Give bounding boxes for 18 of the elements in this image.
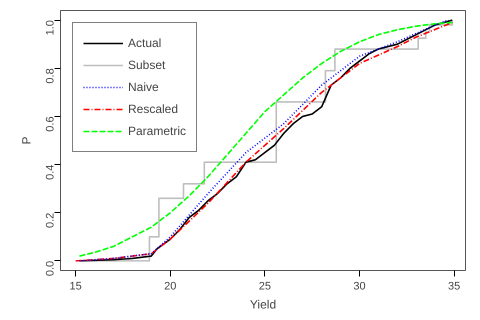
y-tick-label: 1.0 [44, 20, 56, 36]
x-tick-label: 15 [70, 280, 82, 292]
y-tick-label: 0.2 [44, 212, 56, 228]
y-axis-title: P [20, 136, 34, 144]
y-tick-label: 0.6 [44, 116, 56, 132]
legend-label: Parametric [128, 124, 186, 138]
y-tick-label: 0.8 [44, 68, 56, 84]
x-axis-title: Yield [250, 298, 276, 312]
x-tick-label: 35 [448, 280, 460, 292]
x-tick-label: 25 [258, 280, 272, 292]
legend-label: Subset [128, 58, 166, 72]
legend-label: Naive [128, 80, 159, 94]
y-tick-label: 0.0 [44, 260, 56, 276]
legend-label: Actual [128, 36, 162, 50]
legend-label: Rescaled [128, 102, 178, 116]
y-tick-label: 0.4 [44, 164, 56, 180]
x-tick-label: 30 [353, 280, 366, 292]
x-tick-label: 20 [164, 280, 176, 292]
